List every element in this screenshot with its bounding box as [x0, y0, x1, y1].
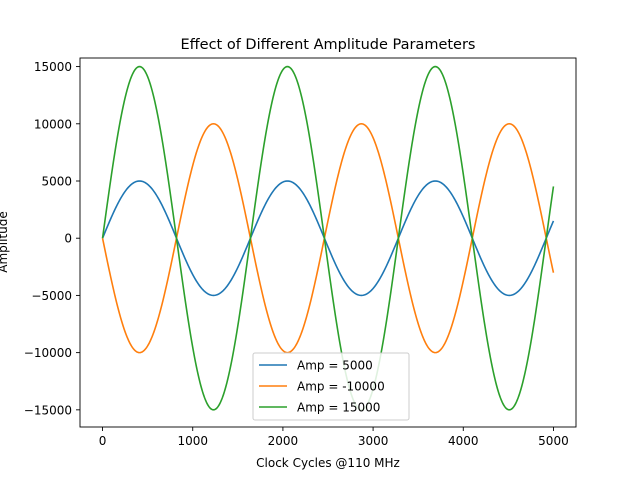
plot-frame: [79, 57, 577, 428]
x-tick-label: 0: [99, 434, 107, 448]
x-tick-label: 1000: [177, 434, 208, 448]
x-tick-label: 5000: [538, 434, 569, 448]
legend-label-3: Amp = 15000: [297, 401, 380, 415]
y-axis-label: Amplitude: [0, 211, 10, 273]
y-tick-label: 0: [64, 232, 72, 246]
y-tick-label: 10000: [34, 117, 72, 131]
x-axis-label: Clock Cycles @110 MHz: [256, 456, 400, 470]
y-tick-label: 5000: [41, 175, 72, 189]
y-tick-label: −10000: [24, 346, 72, 360]
y-tick-label: −15000: [24, 403, 72, 417]
legend-label-1: Amp = 5000: [297, 359, 373, 373]
y-axis-ticks: −15000 −10000 −5000 0 5000 10000 15000: [24, 60, 80, 417]
chart-title: Effect of Different Amplitude Parameters: [181, 37, 476, 53]
plot-lines: [101, 65, 555, 411]
x-tick-label: 3000: [358, 434, 389, 448]
x-tick-label: 2000: [268, 434, 299, 448]
y-tick-label: 15000: [34, 60, 72, 74]
x-axis-ticks: 0 1000 2000 3000 4000 5000: [99, 427, 569, 448]
series-line-3: [101, 65, 555, 411]
legend-label-2: Amp = -10000: [297, 380, 385, 394]
series-line-2: [101, 122, 555, 354]
legend-frame: [252, 352, 410, 421]
x-tick-label: 4000: [448, 434, 479, 448]
legend: Amp = 5000 Amp = -10000 Amp = 15000: [252, 352, 410, 421]
y-tick-label: −5000: [31, 289, 72, 303]
